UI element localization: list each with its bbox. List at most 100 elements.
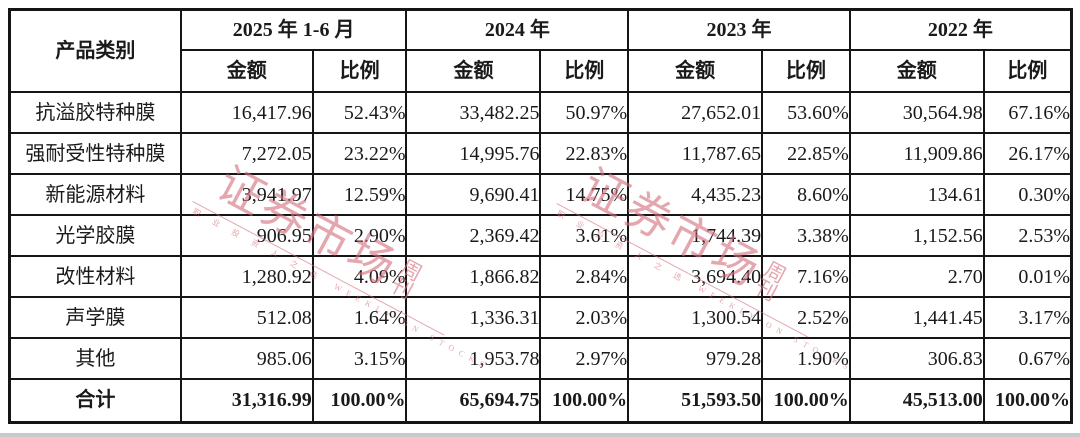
- amount-cell: 9,690.41: [405, 173, 542, 216]
- table-row: 新能源材料 3,941.97 12.59% 9,690.41 14.75% 4,435.2…: [8, 173, 1073, 216]
- amount-cell: 512.08: [179, 296, 314, 339]
- row-label: 光学胶膜: [8, 214, 182, 257]
- ratio-cell: 100.00%: [761, 378, 851, 423]
- ratio-cell: 8.60%: [761, 173, 851, 216]
- amount-cell: 11,787.65: [627, 132, 764, 175]
- ratio-header-2024: 比例: [539, 49, 630, 93]
- table-row: 其他 985.06 3.15% 1,953.78 2.97% 979.28 1.90% 306…: [8, 337, 1073, 380]
- amount-cell: 16,417.96: [179, 91, 314, 134]
- ratio-cell: 3.15%: [311, 337, 408, 380]
- amount-cell: 1,280.92: [179, 255, 314, 298]
- ratio-cell: 0.01%: [982, 255, 1073, 298]
- amount-cell: 979.28: [627, 337, 764, 380]
- amount-cell: 3,941.97: [179, 173, 314, 216]
- ratio-cell: 2.84%: [539, 255, 630, 298]
- ratio-cell: 100.00%: [982, 378, 1073, 423]
- ratio-cell: 14.75%: [539, 173, 630, 216]
- ratio-cell: 7.16%: [761, 255, 851, 298]
- ratio-header-2022: 比例: [982, 49, 1073, 93]
- amount-cell: 4,435.23: [627, 173, 764, 216]
- ratio-cell: 26.17%: [982, 132, 1073, 175]
- table-row: 光学胶膜 906.95 2.90% 2,369.42 3.61% 1,744.39 3.38…: [8, 214, 1073, 257]
- ratio-cell: 3.38%: [761, 214, 851, 257]
- ratio-cell: 22.83%: [539, 132, 630, 175]
- amount-cell: 30,564.98: [848, 91, 985, 134]
- amount-cell: 45,513.00: [848, 378, 985, 423]
- amount-cell: 1,300.54: [627, 296, 764, 339]
- amount-cell: 51,593.50: [627, 378, 764, 423]
- amount-cell: 11,909.86: [848, 132, 985, 175]
- ratio-cell: 52.43%: [311, 91, 408, 134]
- ratio-cell: 2.53%: [982, 214, 1073, 257]
- amount-cell: 1,441.45: [848, 296, 985, 339]
- ratio-header-2023: 比例: [761, 49, 851, 93]
- amount-cell: 906.95: [179, 214, 314, 257]
- table-body: 抗溢胶特种膜 16,417.96 52.43% 33,482.25 50.97% 27,6…: [8, 91, 1073, 423]
- ratio-header-2025h1: 比例: [311, 49, 408, 93]
- ratio-cell: 67.16%: [982, 91, 1073, 134]
- amount-header-2025h1: 金额: [179, 49, 314, 93]
- header-row-years: 产品类别 2025 年 1-6 月 2024 年 2023 年 2022 年: [8, 8, 1073, 93]
- row-label: 其他: [8, 337, 182, 380]
- amount-cell: 1,152.56: [848, 214, 985, 257]
- total-label: 合计: [8, 378, 182, 423]
- ratio-cell: 2.03%: [539, 296, 630, 339]
- ratio-cell: 53.60%: [761, 91, 851, 134]
- amount-cell: 1,953.78: [405, 337, 542, 380]
- corner-header-product-category: 产品类别: [8, 8, 182, 93]
- amount-cell: 2,369.42: [405, 214, 542, 257]
- ratio-cell: 0.30%: [982, 173, 1073, 216]
- row-label: 改性材料: [8, 255, 182, 298]
- amount-cell: 2.70: [848, 255, 985, 298]
- ratio-cell: 1.90%: [761, 337, 851, 380]
- amount-cell: 985.06: [179, 337, 314, 380]
- ratio-cell: 0.67%: [982, 337, 1073, 380]
- row-label: 新能源材料: [8, 173, 182, 216]
- ratio-cell: 22.85%: [761, 132, 851, 175]
- amount-cell: 65,694.75: [405, 378, 542, 423]
- table-row: 抗溢胶特种膜 16,417.96 52.43% 33,482.25 50.97% 27,6…: [8, 91, 1073, 134]
- ratio-cell: 4.09%: [311, 255, 408, 298]
- year-header-2025h1: 2025 年 1-6 月: [179, 8, 408, 51]
- amount-cell: 3,694.40: [627, 255, 764, 298]
- table-header: 产品类别 2025 年 1-6 月 2024 年 2023 年 2022 年 金…: [8, 8, 1073, 93]
- amount-cell: 1,866.82: [405, 255, 542, 298]
- amount-cell: 27,652.01: [627, 91, 764, 134]
- amount-header-2022: 金额: [848, 49, 985, 93]
- ratio-cell: 2.90%: [311, 214, 408, 257]
- header-row-subcolumns: 金额 比例 金额 比例 金额 比例 金额 比例: [10, 49, 1073, 93]
- amount-cell: 1,336.31: [405, 296, 542, 339]
- amount-cell: 1,744.39: [627, 214, 764, 257]
- amount-header-2024: 金额: [405, 49, 542, 93]
- year-header-2022: 2022 年: [848, 8, 1073, 51]
- ratio-cell: 50.97%: [539, 91, 630, 134]
- ratio-cell: 100.00%: [539, 378, 630, 423]
- ratio-cell: 100.00%: [311, 378, 408, 423]
- year-header-2023: 2023 年: [627, 8, 851, 51]
- amount-cell: 7,272.05: [179, 132, 314, 175]
- ratio-cell: 23.22%: [311, 132, 408, 175]
- ratio-cell: 3.17%: [982, 296, 1073, 339]
- amount-cell: 134.61: [848, 173, 985, 216]
- amount-cell: 31,316.99: [179, 378, 314, 423]
- row-label: 强耐受性特种膜: [8, 132, 182, 175]
- ratio-cell: 12.59%: [311, 173, 408, 216]
- row-label: 声学膜: [8, 296, 182, 339]
- amount-cell: 33,482.25: [405, 91, 542, 134]
- ratio-cell: 1.64%: [311, 296, 408, 339]
- ratio-cell: 2.52%: [761, 296, 851, 339]
- product-category-table: 产品类别 2025 年 1-6 月 2024 年 2023 年 2022 年 金…: [8, 8, 1073, 424]
- amount-header-2023: 金额: [627, 49, 764, 93]
- table-row: 声学膜 512.08 1.64% 1,336.31 2.03% 1,300.54 2.52%…: [8, 296, 1073, 339]
- amount-cell: 14,995.76: [405, 132, 542, 175]
- row-label: 抗溢胶特种膜: [8, 91, 182, 134]
- table-row: 强耐受性特种膜 7,272.05 23.22% 14,995.76 22.83% 11,7…: [8, 132, 1073, 175]
- screenshot-bottom-edge: [0, 433, 1080, 437]
- year-header-2024: 2024 年: [405, 8, 630, 51]
- amount-cell: 306.83: [848, 337, 985, 380]
- total-row: 合计 31,316.99 100.00% 65,694.75 100.00% 51,593…: [8, 378, 1073, 423]
- ratio-cell: 2.97%: [539, 337, 630, 380]
- table-row: 改性材料 1,280.92 4.09% 1,866.82 2.84% 3,694.40 7.…: [8, 255, 1073, 298]
- ratio-cell: 3.61%: [539, 214, 630, 257]
